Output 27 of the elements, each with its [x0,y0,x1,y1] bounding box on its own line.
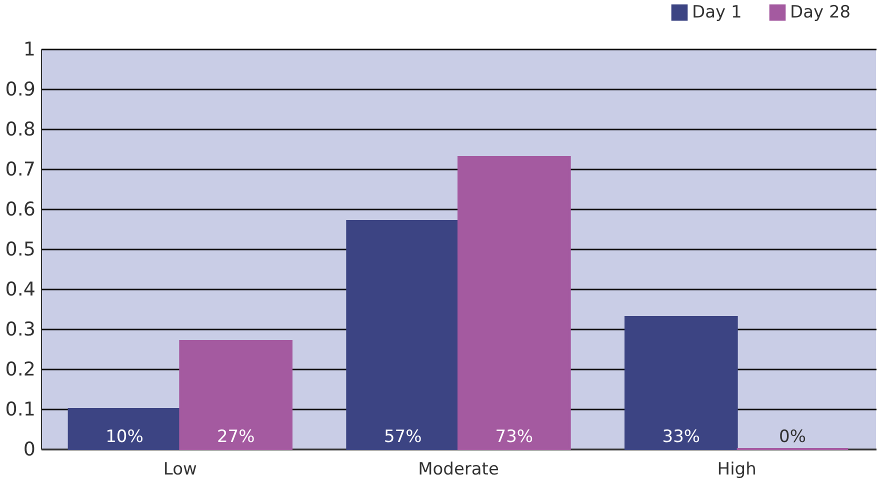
legend-label: Day 1 [692,2,742,23]
y-tick-label: 0.2 [5,358,36,380]
bar [179,340,292,450]
y-tick-label: 0.1 [5,398,36,420]
legend-label: Day 28 [790,2,851,23]
data-label: 27% [216,427,255,447]
y-tick-label: 0.4 [5,278,36,300]
y-tick-label: 0.9 [5,78,36,100]
x-tick-label: Moderate [418,460,499,480]
y-tick-label: 0.7 [5,158,36,180]
y-tick-label: 0.3 [5,318,36,340]
y-tick-label: 0 [23,438,36,460]
data-label: 33% [662,427,700,447]
x-tick-label: High [717,460,756,480]
data-label: 0% [779,427,806,447]
bar [346,220,460,450]
y-tick-label: 1 [23,38,36,60]
data-label: 10% [106,427,144,447]
y-tick-label: 0.6 [5,198,36,220]
y-tick-label: 0.5 [5,238,36,260]
y-tick-label: 0.8 [5,118,36,140]
data-label: 73% [495,427,534,447]
bar [458,156,571,450]
bar [624,316,738,450]
bar [68,408,182,450]
data-label: 57% [384,427,422,447]
x-tick-label: Low [163,460,197,480]
